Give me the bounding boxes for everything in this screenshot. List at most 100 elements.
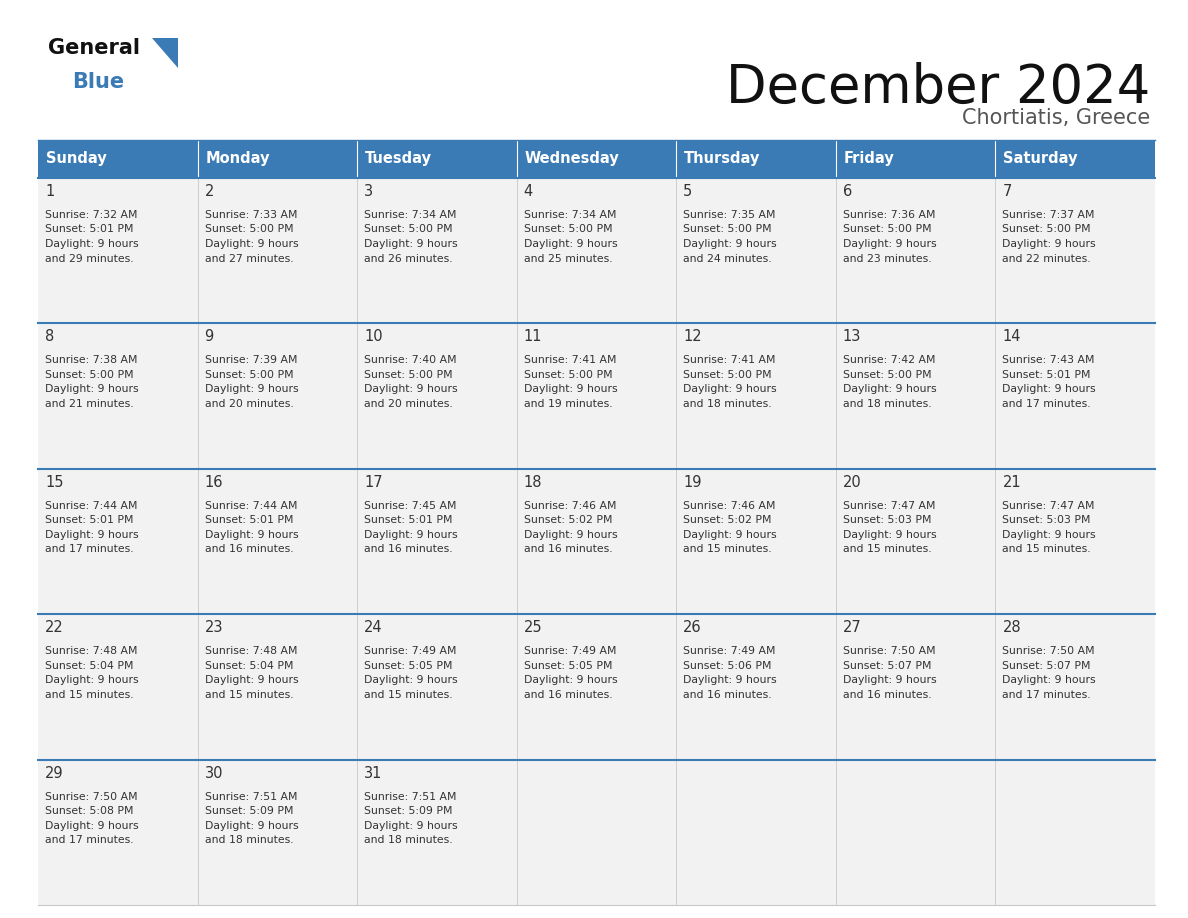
Text: and 15 minutes.: and 15 minutes. <box>204 689 293 700</box>
Text: Daylight: 9 hours: Daylight: 9 hours <box>204 530 298 540</box>
Text: Daylight: 9 hours: Daylight: 9 hours <box>365 821 457 831</box>
Text: Sunrise: 7:49 AM: Sunrise: 7:49 AM <box>524 646 617 656</box>
Text: and 16 minutes.: and 16 minutes. <box>365 544 453 554</box>
Text: Daylight: 9 hours: Daylight: 9 hours <box>1003 676 1097 685</box>
Text: and 20 minutes.: and 20 minutes. <box>365 399 453 409</box>
Text: 3: 3 <box>365 184 373 199</box>
Text: Sunrise: 7:32 AM: Sunrise: 7:32 AM <box>45 210 138 220</box>
Text: and 15 minutes.: and 15 minutes. <box>683 544 772 554</box>
Text: Sunset: 5:07 PM: Sunset: 5:07 PM <box>842 661 931 671</box>
Text: Daylight: 9 hours: Daylight: 9 hours <box>683 676 777 685</box>
Text: Thursday: Thursday <box>684 151 760 166</box>
Text: and 16 minutes.: and 16 minutes. <box>683 689 772 700</box>
Text: Sunset: 5:08 PM: Sunset: 5:08 PM <box>45 806 133 816</box>
Text: Daylight: 9 hours: Daylight: 9 hours <box>524 530 618 540</box>
Text: and 16 minutes.: and 16 minutes. <box>842 689 931 700</box>
Bar <box>836 759 996 905</box>
Bar <box>836 614 996 759</box>
Text: 25: 25 <box>524 621 543 635</box>
Text: Daylight: 9 hours: Daylight: 9 hours <box>842 239 936 249</box>
Text: and 21 minutes.: and 21 minutes. <box>45 399 133 409</box>
Text: Daylight: 9 hours: Daylight: 9 hours <box>45 385 139 395</box>
Text: Sunset: 5:00 PM: Sunset: 5:00 PM <box>45 370 133 380</box>
Text: 24: 24 <box>365 621 383 635</box>
Text: December 2024: December 2024 <box>726 62 1150 114</box>
Text: Sunrise: 7:44 AM: Sunrise: 7:44 AM <box>204 501 297 510</box>
Text: and 15 minutes.: and 15 minutes. <box>365 689 453 700</box>
Bar <box>517 469 676 614</box>
Text: 14: 14 <box>1003 330 1020 344</box>
Text: Daylight: 9 hours: Daylight: 9 hours <box>683 385 777 395</box>
Text: and 26 minutes.: and 26 minutes. <box>365 253 453 263</box>
Text: General: General <box>48 38 140 58</box>
Bar <box>358 614 517 759</box>
Text: Daylight: 9 hours: Daylight: 9 hours <box>842 676 936 685</box>
Text: Sunrise: 7:46 AM: Sunrise: 7:46 AM <box>683 501 776 510</box>
Text: Sunset: 5:00 PM: Sunset: 5:00 PM <box>842 225 931 234</box>
Text: and 22 minutes.: and 22 minutes. <box>1003 253 1091 263</box>
Bar <box>996 759 1155 905</box>
Bar <box>358 323 517 469</box>
Text: Daylight: 9 hours: Daylight: 9 hours <box>842 385 936 395</box>
Text: 23: 23 <box>204 621 223 635</box>
Bar <box>996 178 1155 323</box>
Text: Sunset: 5:00 PM: Sunset: 5:00 PM <box>365 225 453 234</box>
Text: 29: 29 <box>45 766 64 780</box>
Text: Daylight: 9 hours: Daylight: 9 hours <box>204 385 298 395</box>
Text: 28: 28 <box>1003 621 1020 635</box>
Bar <box>676 614 836 759</box>
Text: Sunrise: 7:47 AM: Sunrise: 7:47 AM <box>842 501 935 510</box>
Text: and 17 minutes.: and 17 minutes. <box>1003 689 1091 700</box>
Bar <box>676 178 836 323</box>
Text: 18: 18 <box>524 475 542 490</box>
Bar <box>197 140 358 178</box>
Text: Daylight: 9 hours: Daylight: 9 hours <box>683 530 777 540</box>
Text: Monday: Monday <box>206 151 270 166</box>
Text: Chortiatis, Greece: Chortiatis, Greece <box>962 108 1150 128</box>
Text: Daylight: 9 hours: Daylight: 9 hours <box>365 676 457 685</box>
Text: and 18 minutes.: and 18 minutes. <box>204 835 293 845</box>
Text: 13: 13 <box>842 330 861 344</box>
Text: Sunday: Sunday <box>46 151 107 166</box>
Bar <box>676 469 836 614</box>
Text: 6: 6 <box>842 184 852 199</box>
Bar <box>38 759 197 905</box>
Text: 10: 10 <box>365 330 383 344</box>
Bar <box>358 469 517 614</box>
Text: Sunset: 5:00 PM: Sunset: 5:00 PM <box>683 225 772 234</box>
Text: Sunrise: 7:46 AM: Sunrise: 7:46 AM <box>524 501 617 510</box>
Text: Sunset: 5:00 PM: Sunset: 5:00 PM <box>524 225 612 234</box>
Text: Sunset: 5:01 PM: Sunset: 5:01 PM <box>45 225 133 234</box>
Text: Daylight: 9 hours: Daylight: 9 hours <box>365 385 457 395</box>
Text: Sunset: 5:07 PM: Sunset: 5:07 PM <box>1003 661 1091 671</box>
Bar <box>358 140 517 178</box>
Text: Sunrise: 7:43 AM: Sunrise: 7:43 AM <box>1003 355 1095 365</box>
Text: Sunset: 5:06 PM: Sunset: 5:06 PM <box>683 661 772 671</box>
Text: Sunrise: 7:42 AM: Sunrise: 7:42 AM <box>842 355 935 365</box>
Text: Blue: Blue <box>72 72 124 92</box>
Text: and 17 minutes.: and 17 minutes. <box>45 835 133 845</box>
Bar <box>676 323 836 469</box>
Text: and 29 minutes.: and 29 minutes. <box>45 253 133 263</box>
Text: Daylight: 9 hours: Daylight: 9 hours <box>1003 385 1097 395</box>
Text: Daylight: 9 hours: Daylight: 9 hours <box>204 821 298 831</box>
Text: 7: 7 <box>1003 184 1012 199</box>
Text: Sunrise: 7:50 AM: Sunrise: 7:50 AM <box>1003 646 1095 656</box>
Text: Wednesday: Wednesday <box>525 151 619 166</box>
Text: Sunrise: 7:50 AM: Sunrise: 7:50 AM <box>842 646 935 656</box>
Text: Sunrise: 7:41 AM: Sunrise: 7:41 AM <box>524 355 617 365</box>
Text: Daylight: 9 hours: Daylight: 9 hours <box>1003 239 1097 249</box>
Text: 1: 1 <box>45 184 55 199</box>
Text: Sunset: 5:02 PM: Sunset: 5:02 PM <box>683 515 772 525</box>
Text: 9: 9 <box>204 330 214 344</box>
Text: and 18 minutes.: and 18 minutes. <box>842 399 931 409</box>
Text: Saturday: Saturday <box>1004 151 1078 166</box>
Text: Daylight: 9 hours: Daylight: 9 hours <box>365 530 457 540</box>
Text: Sunset: 5:00 PM: Sunset: 5:00 PM <box>204 370 293 380</box>
Bar <box>996 140 1155 178</box>
Text: Daylight: 9 hours: Daylight: 9 hours <box>524 385 618 395</box>
Text: 17: 17 <box>365 475 383 490</box>
Text: and 15 minutes.: and 15 minutes. <box>1003 544 1091 554</box>
Text: Sunset: 5:00 PM: Sunset: 5:00 PM <box>683 370 772 380</box>
Text: and 18 minutes.: and 18 minutes. <box>365 835 453 845</box>
